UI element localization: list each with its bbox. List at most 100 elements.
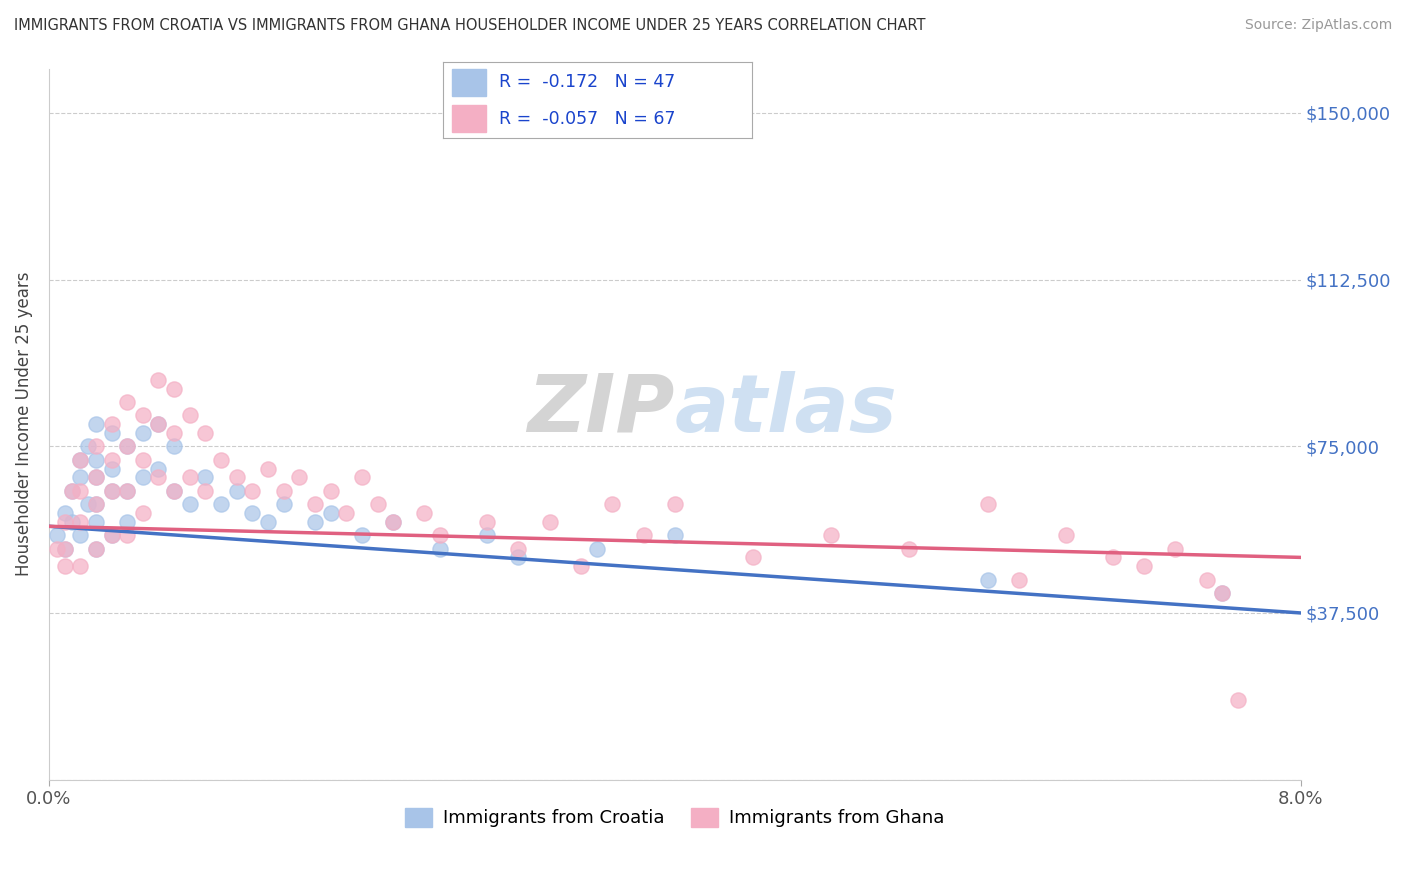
- Point: [977, 573, 1000, 587]
- Point: [179, 497, 201, 511]
- Point: [84, 470, 107, 484]
- Point: [100, 483, 122, 498]
- Point: [240, 483, 263, 498]
- Point: [273, 483, 295, 498]
- Text: Source: ZipAtlas.com: Source: ZipAtlas.com: [1244, 18, 1392, 32]
- Text: IMMIGRANTS FROM CROATIA VS IMMIGRANTS FROM GHANA HOUSEHOLDER INCOME UNDER 25 YEA: IMMIGRANTS FROM CROATIA VS IMMIGRANTS FR…: [14, 18, 925, 33]
- Point: [69, 470, 91, 484]
- Point: [84, 541, 107, 556]
- Point: [100, 528, 122, 542]
- Point: [350, 470, 373, 484]
- Point: [257, 461, 280, 475]
- Point: [820, 528, 842, 542]
- Point: [53, 515, 76, 529]
- Point: [350, 528, 373, 542]
- Point: [1133, 559, 1156, 574]
- Point: [115, 439, 138, 453]
- Point: [84, 541, 107, 556]
- Point: [585, 541, 607, 556]
- Point: [179, 408, 201, 422]
- Point: [45, 541, 67, 556]
- Point: [742, 550, 765, 565]
- Point: [1227, 692, 1250, 706]
- Point: [475, 515, 498, 529]
- Text: R =  -0.172   N = 47: R = -0.172 N = 47: [499, 73, 675, 91]
- Point: [53, 506, 76, 520]
- Point: [84, 470, 107, 484]
- Point: [100, 452, 122, 467]
- Point: [62, 483, 84, 498]
- Point: [319, 506, 342, 520]
- Point: [148, 417, 170, 431]
- Point: [257, 515, 280, 529]
- Point: [69, 559, 91, 574]
- Point: [132, 506, 155, 520]
- Bar: [453, 105, 486, 132]
- Point: [225, 483, 247, 498]
- Point: [100, 461, 122, 475]
- Point: [273, 497, 295, 511]
- Point: [77, 497, 100, 511]
- Point: [413, 506, 436, 520]
- Point: [1054, 528, 1077, 542]
- Legend: Immigrants from Croatia, Immigrants from Ghana: Immigrants from Croatia, Immigrants from…: [398, 801, 952, 835]
- Point: [194, 470, 217, 484]
- Point: [84, 497, 107, 511]
- Point: [115, 439, 138, 453]
- Point: [240, 506, 263, 520]
- Point: [319, 483, 342, 498]
- Y-axis label: Householder Income Under 25 years: Householder Income Under 25 years: [15, 272, 32, 576]
- Point: [977, 497, 1000, 511]
- Text: R =  -0.057   N = 67: R = -0.057 N = 67: [499, 110, 675, 128]
- Point: [148, 373, 170, 387]
- Point: [335, 506, 357, 520]
- Point: [132, 470, 155, 484]
- Point: [115, 515, 138, 529]
- Point: [53, 541, 76, 556]
- Point: [53, 559, 76, 574]
- Point: [163, 425, 186, 440]
- Point: [429, 541, 451, 556]
- Point: [84, 452, 107, 467]
- Point: [100, 483, 122, 498]
- Point: [100, 425, 122, 440]
- Point: [84, 497, 107, 511]
- Point: [1102, 550, 1125, 565]
- Point: [538, 515, 561, 529]
- Point: [367, 497, 389, 511]
- Point: [77, 439, 100, 453]
- Point: [1008, 573, 1031, 587]
- Point: [194, 425, 217, 440]
- Point: [115, 483, 138, 498]
- Point: [163, 483, 186, 498]
- Point: [100, 528, 122, 542]
- Point: [664, 497, 686, 511]
- Point: [382, 515, 405, 529]
- Point: [664, 528, 686, 542]
- Point: [148, 417, 170, 431]
- Text: ZIP: ZIP: [527, 371, 675, 449]
- Point: [209, 497, 232, 511]
- Point: [569, 559, 592, 574]
- Point: [115, 483, 138, 498]
- Point: [1211, 586, 1233, 600]
- Point: [209, 452, 232, 467]
- Point: [633, 528, 655, 542]
- Point: [163, 382, 186, 396]
- Point: [69, 483, 91, 498]
- Point: [475, 528, 498, 542]
- Point: [382, 515, 405, 529]
- Point: [600, 497, 623, 511]
- Point: [288, 470, 311, 484]
- Point: [179, 470, 201, 484]
- Point: [69, 452, 91, 467]
- Point: [1211, 586, 1233, 600]
- Point: [84, 515, 107, 529]
- Bar: [453, 69, 486, 95]
- Point: [132, 425, 155, 440]
- Point: [84, 417, 107, 431]
- Point: [62, 483, 84, 498]
- Point: [304, 497, 326, 511]
- Point: [115, 394, 138, 409]
- Text: atlas: atlas: [675, 371, 897, 449]
